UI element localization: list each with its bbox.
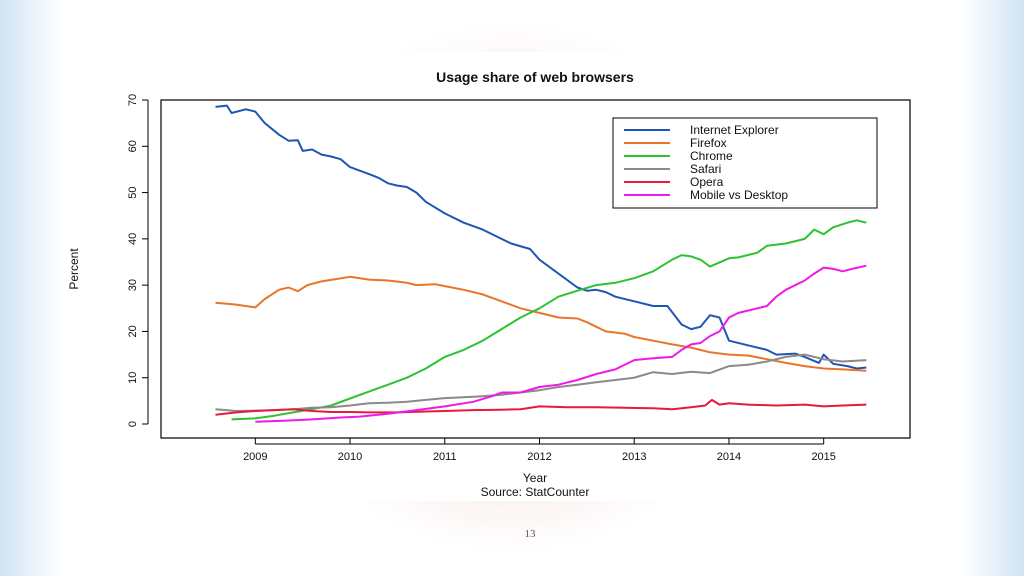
y-tick-label: 50 — [127, 186, 139, 198]
y-tick-label: 60 — [127, 140, 139, 152]
x-tick-label: 2010 — [338, 451, 362, 463]
legend: Internet ExplorerFirefoxChromeSafariOper… — [612, 117, 878, 209]
page-number: 13 — [524, 528, 536, 540]
y-tick-label: 40 — [127, 233, 139, 245]
x-tick-label: 2011 — [433, 451, 457, 463]
y-tick-label: 0 — [127, 421, 139, 427]
source-note: Source: StatCounter — [481, 485, 590, 499]
x-tick-label: 2014 — [717, 451, 741, 463]
legend-label-internet-explorer: Internet Explorer — [690, 123, 779, 137]
y-tick-label: 30 — [127, 279, 139, 291]
x-axis-title: Year — [523, 471, 547, 485]
y-tick-label: 70 — [127, 94, 139, 106]
x-axis: 2009 2010 2011 2012 2013 2014 2015 — [243, 438, 836, 463]
chart-frame: Usage share of web browsers 0 10 20 30 40 50 6… — [58, 52, 961, 501]
x-tick-label: 2013 — [622, 451, 646, 463]
series-line-chrome — [231, 219, 867, 421]
series-lines — [215, 104, 867, 423]
plot-frame — [160, 99, 911, 439]
series-line-internet-explorer — [215, 104, 867, 370]
series-line-firefox — [215, 275, 867, 372]
x-tick-label: 2012 — [527, 451, 551, 463]
x-tick-label: 2015 — [811, 451, 835, 463]
legend-box — [612, 117, 878, 209]
chart-title: Usage share of web browsers — [436, 69, 634, 85]
y-axis-title: Percent — [67, 248, 81, 290]
legend-label-mobile-vs-desktop: Mobile vs Desktop — [690, 188, 788, 202]
series-line-safari — [215, 353, 867, 412]
y-tick-label: 10 — [127, 372, 139, 384]
y-tick-label: 20 — [127, 325, 139, 337]
x-tick-label: 2009 — [243, 451, 267, 463]
legend-label-firefox: Firefox — [690, 136, 727, 150]
chart: Usage share of web browsers 0 10 20 30 40 50 6… — [67, 69, 911, 499]
legend-label-opera: Opera — [690, 175, 724, 189]
legend-label-safari: Safari — [690, 162, 721, 176]
legend-label-chrome: Chrome — [690, 149, 733, 163]
series-line-mobile-vs-desktop — [255, 264, 867, 423]
y-axis: 0 10 20 30 40 50 60 70 — [127, 94, 149, 427]
series-line-opera — [215, 398, 867, 416]
